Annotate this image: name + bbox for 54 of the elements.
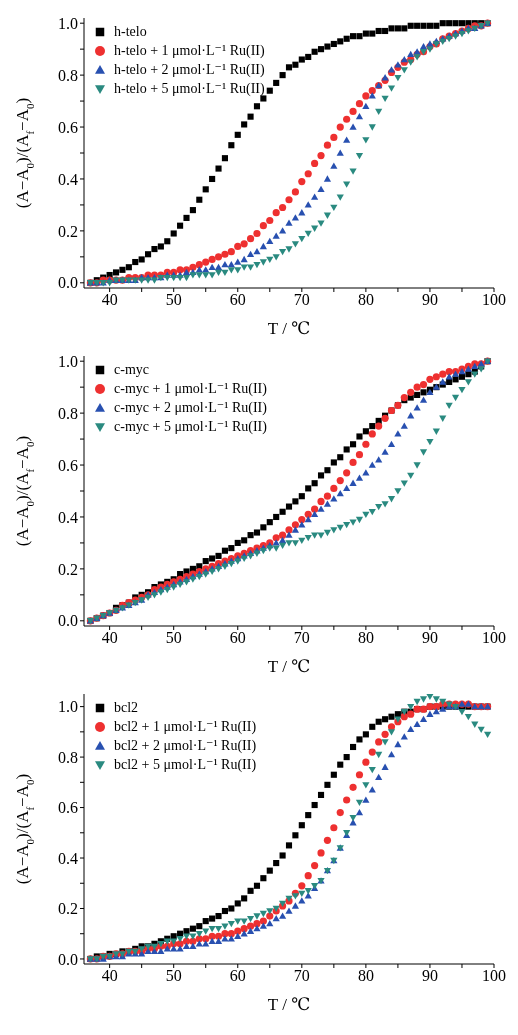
x-tick-label: 70 xyxy=(293,291,310,309)
x-axis-title: T / ℃ xyxy=(267,319,311,338)
x-tick-label: 40 xyxy=(101,291,118,309)
x-tick-label: 60 xyxy=(229,291,246,309)
y-tick-label: 0.8 xyxy=(58,748,78,766)
x-tick-label: 50 xyxy=(165,629,182,647)
y-tick-label: 0.0 xyxy=(58,274,78,292)
y-tick-label: 0.4 xyxy=(58,170,78,188)
y-tick-label: 0.6 xyxy=(58,456,78,474)
x-tick-label: 90 xyxy=(421,967,438,985)
legend-label: bcl2 + 1 μmol·L⁻¹ Ru(II) xyxy=(114,719,257,734)
x-tick-label: 100 xyxy=(482,967,506,985)
legend-label: c-myc + 1 μmol·L⁻¹ Ru(II) xyxy=(114,381,267,396)
legend-label: c-myc + 2 μmol·L⁻¹ Ru(II) xyxy=(114,400,267,415)
y-tick-label: 0.0 xyxy=(58,612,78,630)
x-tick-label: 80 xyxy=(357,629,374,647)
x-tick-label: 50 xyxy=(165,291,182,309)
y-tick-label: 0.2 xyxy=(58,900,78,918)
x-axis-title: T / ℃ xyxy=(267,657,311,676)
x-tick-label: 70 xyxy=(293,967,310,985)
legend-label: bcl2 + 2 μmol·L⁻¹ Ru(II) xyxy=(114,738,257,753)
y-tick-label: 1.0 xyxy=(58,698,78,716)
x-axis-title: T / ℃ xyxy=(267,995,311,1014)
y-tick-label: 0.6 xyxy=(58,799,78,817)
y-tick-label: 0.8 xyxy=(58,404,78,422)
x-tick-label: 80 xyxy=(357,967,374,985)
legend-label: bcl2 xyxy=(114,700,139,715)
legend-label: h-telo xyxy=(114,24,147,39)
x-tick-label: 100 xyxy=(482,629,506,647)
legend-label: h-telo + 1 μmol·L⁻¹ Ru(II) xyxy=(114,43,265,58)
x-tick-label: 70 xyxy=(293,629,310,647)
legend-label: c-myc xyxy=(114,362,149,377)
y-tick-label: 0.2 xyxy=(58,222,78,240)
legend-label: h-telo + 5 μmol·L⁻¹ Ru(II) xyxy=(114,81,265,96)
x-tick-label: 40 xyxy=(101,629,118,647)
y-tick-label: 0.4 xyxy=(58,508,78,526)
x-tick-label: 90 xyxy=(421,629,438,647)
x-tick-label: 80 xyxy=(357,291,374,309)
y-tick-label: 0.6 xyxy=(58,118,78,136)
x-tick-label: 60 xyxy=(229,629,246,647)
x-tick-label: 40 xyxy=(101,967,118,985)
x-tick-label: 100 xyxy=(482,291,506,309)
y-tick-label: 1.0 xyxy=(58,352,78,370)
legend-label: bcl2 + 5 μmol·L⁻¹ Ru(II) xyxy=(114,757,257,772)
y-tick-label: 0.8 xyxy=(58,66,78,84)
x-tick-label: 50 xyxy=(165,967,182,985)
x-tick-label: 60 xyxy=(229,967,246,985)
y-tick-label: 0.2 xyxy=(58,560,78,578)
y-tick-label: 0.4 xyxy=(58,849,78,867)
y-tick-label: 0.0 xyxy=(58,950,78,968)
legend-label: h-telo + 2 μmol·L⁻¹ Ru(II) xyxy=(114,62,265,77)
y-tick-label: 1.0 xyxy=(58,14,78,32)
legend-label: c-myc + 5 μmol·L⁻¹ Ru(II) xyxy=(114,419,267,434)
x-tick-label: 90 xyxy=(421,291,438,309)
